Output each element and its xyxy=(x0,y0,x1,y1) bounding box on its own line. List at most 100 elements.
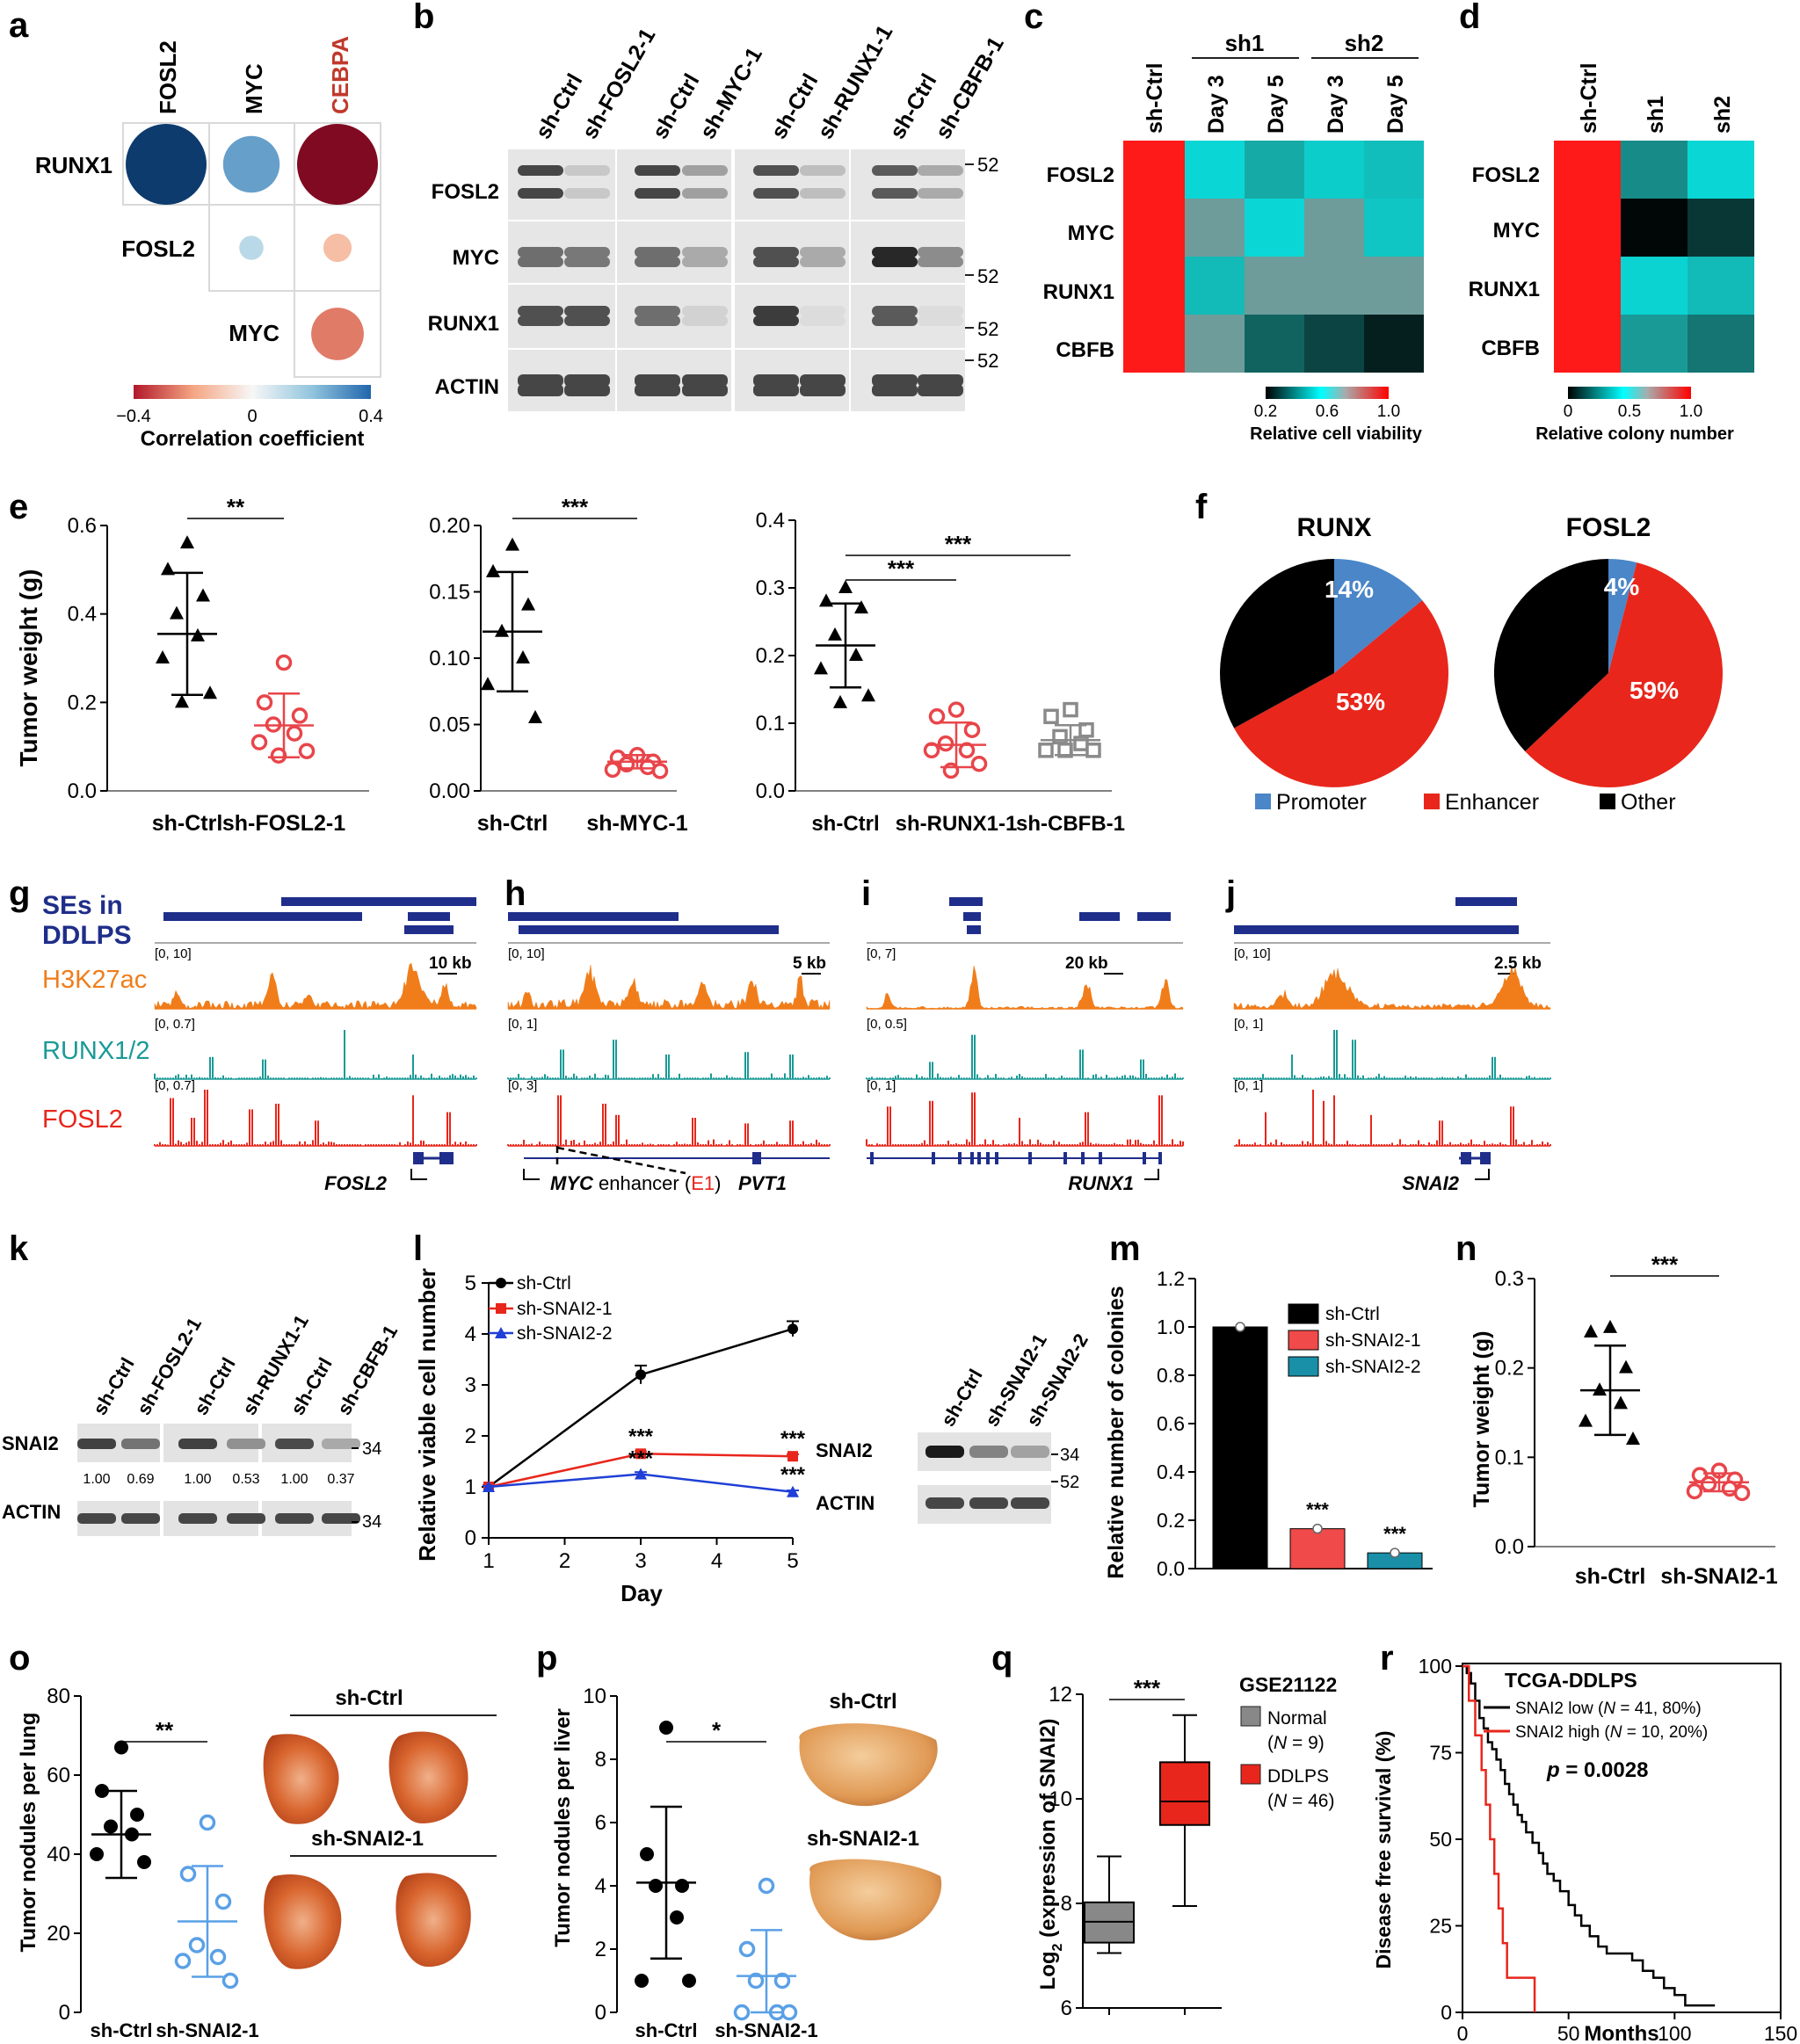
lung-photo-ctrl-2 xyxy=(388,1731,468,1823)
heat-d-tick-1: 0 xyxy=(1564,402,1573,421)
corr-circle-runx1-fosl2 xyxy=(126,124,207,205)
p-photo-label-snai2: sh-SNAI2-1 xyxy=(807,1827,919,1851)
blot-k-band-snai2-3 xyxy=(227,1439,265,1449)
n-pt-0-2 xyxy=(1619,1359,1633,1374)
blot-k-band-actin-4 xyxy=(275,1513,314,1524)
r-frame xyxy=(1462,1663,1782,2013)
p-scatter: 0 2 4 6 8 10 sh-Ctrl sh-SNAI2-1 * xyxy=(583,1685,817,2041)
j-exon-2 xyxy=(1480,1152,1491,1164)
n-pt-0-3 xyxy=(1593,1382,1607,1396)
e1-pt-0-7 xyxy=(175,694,189,708)
panel-label-b: b xyxy=(413,0,434,36)
heat-c-cell-2-4 xyxy=(1364,257,1424,315)
blot-b-band-3-1-1 xyxy=(564,384,610,396)
l-blot-lane-0: sh-Ctrl xyxy=(937,1366,987,1431)
r-ytick-label-4: 100 xyxy=(1419,1655,1452,1678)
i-tss-arrow xyxy=(1144,1169,1159,1180)
q-legend-ddlps-n: (N = 46) xyxy=(1267,1791,1334,1811)
n-pt-0-5 xyxy=(1579,1413,1593,1427)
h-enh-e1: E1 xyxy=(691,1172,715,1194)
n-pt-0-1 xyxy=(1584,1324,1598,1337)
r-xtick-label-0: 0 xyxy=(1457,2022,1469,2044)
pie-runx-enhancer-label: 53% xyxy=(1336,688,1385,715)
l-blot-band-actin-0 xyxy=(925,1497,964,1509)
blot-b-bg-0-0 xyxy=(508,149,615,220)
se-bar-h-0 xyxy=(508,912,679,921)
m-pt-1 xyxy=(1312,1523,1323,1534)
blot-b-band-0-1-1 xyxy=(564,188,610,199)
panel-label-j: j xyxy=(1225,874,1236,913)
se-bar-i-3 xyxy=(1079,912,1120,921)
r-ylabel: Disease free survival (%) xyxy=(1372,1730,1395,1968)
i-range-3: [0, 1] xyxy=(867,1078,896,1093)
e3-group-2: sh-CBFB-1 xyxy=(1016,812,1125,836)
panel-label-f: f xyxy=(1195,488,1208,526)
blot-b-bg-2-0 xyxy=(735,149,849,220)
e1-group-0: sh-Ctrl xyxy=(152,811,223,836)
lung-photo-snai2-2 xyxy=(396,1873,471,1968)
i-exon-4 xyxy=(977,1152,981,1164)
blot-b-row-fosl2: FOSL2 xyxy=(432,180,499,204)
n-pt-0-6 xyxy=(1626,1432,1640,1445)
n-group-0: sh-Ctrl xyxy=(1575,1564,1646,1589)
l-blot-row-actin: ACTIN xyxy=(816,1492,875,1514)
pie-runx-slice-enhancer xyxy=(1234,600,1448,787)
l-legend-sym-2 xyxy=(495,1327,507,1338)
q-legend-title: GSE21122 xyxy=(1239,1673,1337,1696)
n-scatter: 0.0 0.1 0.2 0.3 sh-Ctrl sh-SNAI2-1 *** xyxy=(1495,1251,1778,1589)
blot-b-band-1-3-0 xyxy=(682,247,728,257)
panel-label-r: r xyxy=(1380,1639,1394,1678)
l-blot-band-snai2-2 xyxy=(1011,1446,1049,1458)
e3-pt-0-4 xyxy=(849,648,863,661)
n-ytick-label-0: 0.0 xyxy=(1495,1535,1524,1559)
q-sig: *** xyxy=(1134,1675,1161,1701)
n-pt-1-6 xyxy=(1733,1484,1751,1502)
blot-b-lane-3: sh-MYC-1 xyxy=(695,43,767,143)
p-pt-0-5 xyxy=(635,1974,649,1988)
q-ddlps-n-var: N xyxy=(1274,1791,1288,1811)
blot-b-band-2-5-1 xyxy=(800,315,846,326)
panel-m: m Relative number of colonies 0.00.20.40… xyxy=(1104,1229,1433,1580)
r-ytick-label-2: 50 xyxy=(1429,1828,1452,1851)
r-high-pre: SNAI2 high ( xyxy=(1515,1723,1610,1742)
corr-circle-runx1-myc xyxy=(222,135,280,193)
blot-b-band-0-3-0 xyxy=(682,165,728,176)
pie-runx-promoter-label: 14% xyxy=(1325,576,1374,603)
m-ytick-label-4: 0.8 xyxy=(1157,1364,1185,1387)
panel-label-e: e xyxy=(9,488,28,526)
heat-c-row-runx1: RUNX1 xyxy=(1043,280,1114,304)
heat-d-cell-1-0 xyxy=(1554,199,1621,257)
blot-k-quant-0: 1.00 xyxy=(83,1472,110,1487)
heat-c-col-1: Day 3 xyxy=(1204,75,1229,134)
panel-e: e Tumor weight (g) 0.00.20.40.6sh-Ctrl sh… xyxy=(9,488,1125,836)
l-blot-marker-2: 52 xyxy=(1060,1473,1079,1492)
g-range-3: [0, 0.7] xyxy=(155,1078,195,1093)
l-xlabel: Day xyxy=(621,1580,663,1606)
q-legend-ddlps: DDLPS xyxy=(1267,1766,1329,1787)
n-pt-1-5 xyxy=(1686,1482,1703,1500)
m-ytick-label-5: 1.0 xyxy=(1157,1316,1185,1338)
h-range-1: [0, 10] xyxy=(508,946,545,961)
e1-sig-0: ** xyxy=(227,494,245,520)
pie-fosl2-enhancer-label: 59% xyxy=(1629,677,1679,704)
corr-tick-min: −0.4 xyxy=(116,407,150,426)
heat-d-cells xyxy=(1554,141,1754,373)
blot-b-band-3-4-0 xyxy=(753,374,799,387)
m-ytick-label-3: 0.6 xyxy=(1157,1412,1185,1435)
blot-b-band-2-7-0 xyxy=(918,306,963,316)
i-exon-7 xyxy=(1028,1152,1032,1164)
heat-c-cell-3-2 xyxy=(1245,315,1304,373)
q-ytick-label-0: 6 xyxy=(1061,1997,1072,2020)
heat-c-tick-1: 0.2 xyxy=(1254,402,1277,421)
e3-pt-1-3 xyxy=(937,735,954,752)
se-bar-i-0 xyxy=(949,897,983,906)
e1-pt-0-1 xyxy=(161,562,175,576)
blot-b-band-1-7-1 xyxy=(918,257,963,267)
pie-runx-slice-promoter xyxy=(1334,559,1423,673)
m-pt-0 xyxy=(1235,1322,1245,1332)
e3-pt-2-0 xyxy=(1063,701,1078,718)
e3-pt-2-1 xyxy=(1043,708,1059,725)
track-label-runx: RUNX1/2 xyxy=(42,1037,150,1065)
l-pt-2-0 xyxy=(483,1481,495,1492)
